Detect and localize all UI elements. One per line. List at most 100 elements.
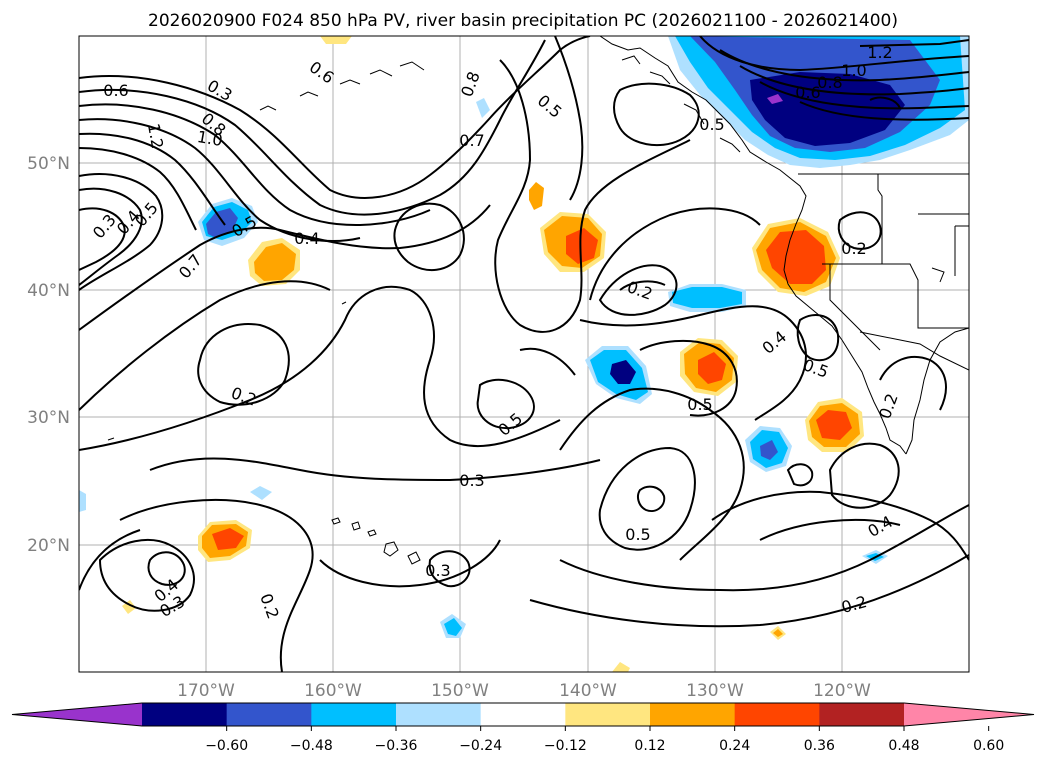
contour-line-18 [613, 82, 700, 147]
contour-line-42 [859, 39, 969, 47]
precip-area-e-neg2 [672, 287, 742, 308]
contour-line-47 [319, 539, 501, 588]
precip-area-s-neg3 [610, 360, 636, 384]
contour-label: 0.5 [699, 115, 724, 134]
contour-line-41 [799, 101, 969, 121]
contour-line-4 [79, 118, 361, 242]
contour-line-37 [699, 36, 969, 72]
precip-area-c-pos3 [566, 228, 598, 264]
colorbar-tick-label: −0.48 [290, 738, 333, 754]
contour-line-48 [428, 550, 471, 588]
contour-line-30 [529, 554, 969, 628]
colorbar-segment [650, 703, 736, 726]
colorbar-segment [142, 703, 228, 726]
colorbar-tick-label: −0.12 [544, 738, 587, 754]
colorbar-segment [226, 703, 312, 726]
border-ca-nv [829, 264, 881, 351]
colorbar-segment [819, 703, 905, 726]
contour-line-13 [79, 285, 561, 451]
contour-line-21 [619, 280, 666, 291]
precip-area-small-pos2 [773, 629, 783, 637]
contour-line-9 [79, 207, 126, 271]
contour-label: 0.5 [687, 395, 712, 414]
lon-label: 120°W [813, 681, 871, 701]
contour-line-8 [79, 187, 143, 286]
contour-line-36 [837, 211, 882, 250]
contour-line-34 [786, 463, 814, 487]
contour-line-2 [79, 39, 546, 216]
colorbar-tick-label: 0.60 [973, 738, 1004, 754]
contour-label: 0.6 [103, 81, 128, 100]
precip-area-sw-pos3 [212, 528, 244, 550]
colorbar-segment [396, 703, 482, 726]
aleutian-islands [259, 61, 425, 111]
contour-label: 0.8 [817, 73, 842, 92]
precip-area-w-neg3 [206, 208, 238, 238]
contour-line-27 [598, 446, 696, 551]
precip-area-small-neg3 [250, 486, 272, 500]
contour-label: 1.0 [841, 61, 866, 80]
lon-label: 150°W [431, 681, 489, 701]
colorbar-tick-label: 0.12 [634, 738, 665, 754]
contour-line-45 [147, 551, 186, 586]
coastline-gulf-california [905, 327, 969, 455]
colorbar-outline [11, 702, 1035, 727]
colorbar-segment [311, 703, 397, 726]
alaska-panhandle-islands [621, 55, 741, 153]
precip-area-w-pos2 [254, 243, 296, 281]
precip-area-s-pos3 [698, 352, 726, 384]
contour-label: 1.2 [867, 43, 892, 62]
lat-label: 20°N [27, 536, 70, 556]
border-us-mexico [859, 331, 969, 371]
contour-line-43 [98, 539, 195, 612]
contour-label: 0.3 [425, 561, 450, 580]
pv-contours [79, 36, 969, 672]
precip-area-small-pos4 [612, 662, 630, 672]
colorbar-tick-label: 0.36 [804, 738, 835, 754]
map-frame [78, 35, 970, 673]
contour-line-6 [79, 147, 197, 231]
contour-label: 1.0 [196, 127, 224, 150]
colorbar-extend-high [904, 703, 1034, 726]
contour-line-28 [637, 485, 666, 512]
contour-line-7 [79, 173, 164, 291]
contour-line-19 [589, 207, 761, 301]
precip-area-se-neg3 [760, 440, 778, 460]
colorbar-tick-label: −0.36 [375, 738, 418, 754]
lat-label: 50°N [27, 154, 70, 174]
contour-label: 0.2 [841, 239, 866, 258]
contour-line-38 [719, 49, 969, 82]
contour-line-5 [79, 132, 226, 226]
border-states-1 [877, 174, 969, 329]
contour-line-17 [554, 36, 584, 201]
precip-area-se-pos3 [816, 410, 852, 440]
contour-line-25 [476, 378, 535, 430]
lake-outline [931, 267, 945, 283]
map-area: 1.2 1.0 0.8 0.6 0.6 0.8 0.5 0.7 0.6 0.3 … [27, 35, 970, 701]
coastlines [107, 36, 969, 565]
coastline-north-america [599, 36, 907, 455]
colorbar-extend-low [12, 703, 142, 726]
contour-line-10 [79, 204, 491, 331]
lat-label: 30°N [27, 408, 70, 428]
precip-area-e-pos3 [766, 230, 826, 284]
precip-area-north-neg4 [750, 72, 905, 146]
contour-line-12 [197, 323, 290, 406]
lon-label: 170°W [177, 681, 235, 701]
colorbar-segment [480, 703, 566, 726]
contour-line-35 [796, 314, 840, 362]
latitude-labels: 50°N 40°N 30°N 20°N [27, 154, 70, 556]
contour-line-44 [119, 499, 314, 672]
lon-label: 140°W [559, 681, 617, 701]
contour-line-11 [79, 280, 331, 411]
contour-label: 0.6 [795, 83, 820, 102]
contour-label: 1.2 [144, 122, 167, 150]
precip-area-small-pos5 [320, 36, 352, 44]
contour-line-46 [79, 529, 141, 591]
lat-label: 40°N [27, 281, 70, 301]
contour-line-26 [559, 387, 745, 561]
contour-line-16 [393, 202, 465, 272]
contour-line-15 [494, 59, 691, 333]
precip-area-small-neg6 [79, 490, 86, 512]
contour-line-23 [639, 339, 738, 417]
